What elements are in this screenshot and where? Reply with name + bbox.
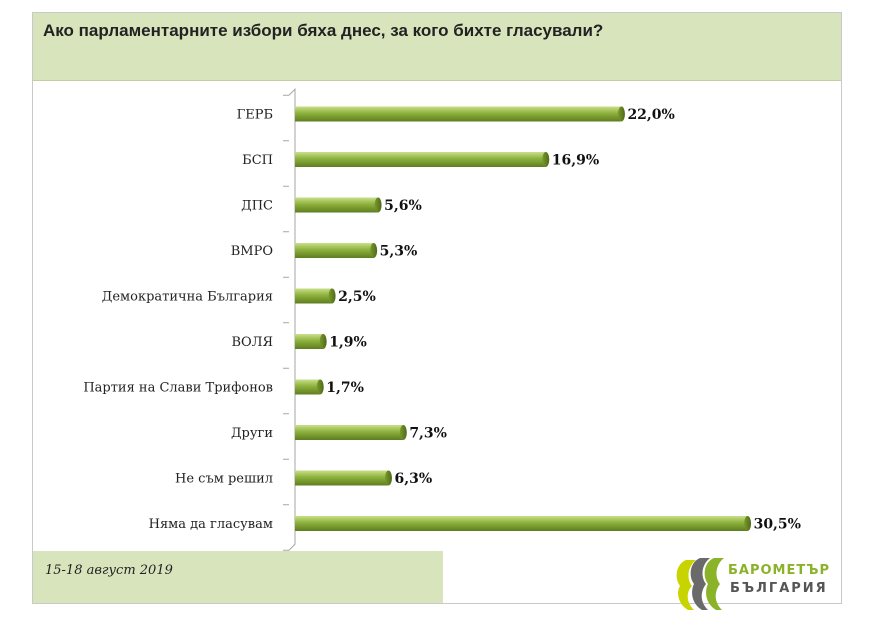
bar-cap [328,288,336,304]
title-bar: Ако парламентарните избори бяха днес, за… [33,13,841,81]
axis-wall [288,88,296,551]
bar-body [295,470,389,486]
value-label: 1,9% [329,335,367,351]
category-label: ВОЛЯ [231,335,273,350]
bar-cap [617,106,625,122]
bar-cap [316,379,324,395]
bar-cap [374,197,382,213]
bar-cap [744,516,752,531]
bar-7 [295,425,407,440]
category-label: Партия на Слави Трифонов [83,381,273,396]
category-label: Демократична България [102,290,273,305]
bar-cap [399,425,407,440]
value-label: 7,3% [409,426,447,442]
bar-3 [295,243,378,258]
value-label: 6,3% [394,471,432,487]
bar-body [295,288,333,304]
category-label: БСП [242,153,273,168]
category-axis: ГЕРБ БСП ДПС ВМРО Демократична България ВОЛЯ П… [83,88,296,551]
value-label: 22,0% [627,107,674,123]
logo-head-icon-2 [690,558,710,610]
bar-body [295,197,379,213]
bar-1 [295,152,550,167]
bar-2 [295,197,382,213]
date-box: 15-18 август 2019 [33,551,443,603]
bar-body [295,152,546,167]
bar-6 [295,379,324,395]
bar-8 [295,470,392,486]
logo-head-icon-1 [676,560,696,610]
logo-text-line1: БАРОМЕТЪР [728,563,830,578]
survey-date: 15-18 август 2019 [45,563,173,578]
category-label: Няма да гласувам [149,517,273,532]
category-label: ВМРО [231,244,273,259]
category-label: Други [231,426,273,441]
bar-cap [384,470,392,486]
logo-text-line2: БЪЛГАРИЯ [730,581,828,596]
category-label: ГЕРБ [237,108,273,123]
bar-5 [295,334,327,349]
bar-cap [542,152,550,167]
bar-4 [295,288,336,304]
bar-cap [370,243,378,258]
bar-0 [295,106,625,122]
value-label: 30,5% [754,517,801,533]
bar-body [295,425,404,440]
value-label: 5,6% [384,198,422,214]
chart-title: Ако парламентарните избори бяха днес, за… [43,21,604,40]
bar-body [295,379,321,395]
bar-body [295,516,748,531]
bar-body [295,334,324,349]
category-label: Не съм решил [175,472,273,487]
bar-9 [295,516,752,531]
logo-head-icon-3 [704,558,724,610]
bar-body [295,106,622,122]
value-label: 16,9% [552,153,599,169]
bar-cap [319,334,327,349]
barometer-bulgaria-logo: БАРОМЕТЪР БЪЛГАРИЯ [676,558,830,610]
value-label: 2,5% [338,289,376,305]
category-label: ДПС [241,199,273,214]
value-label: 1,7% [326,380,364,396]
value-label: 5,3% [380,244,418,260]
bar-body [295,243,374,258]
bars-group: 22,0% 16,9% 5,6% 5,3% 2,5% 1,9% 1,7% 7,3% 6,3% 30… [295,106,801,533]
